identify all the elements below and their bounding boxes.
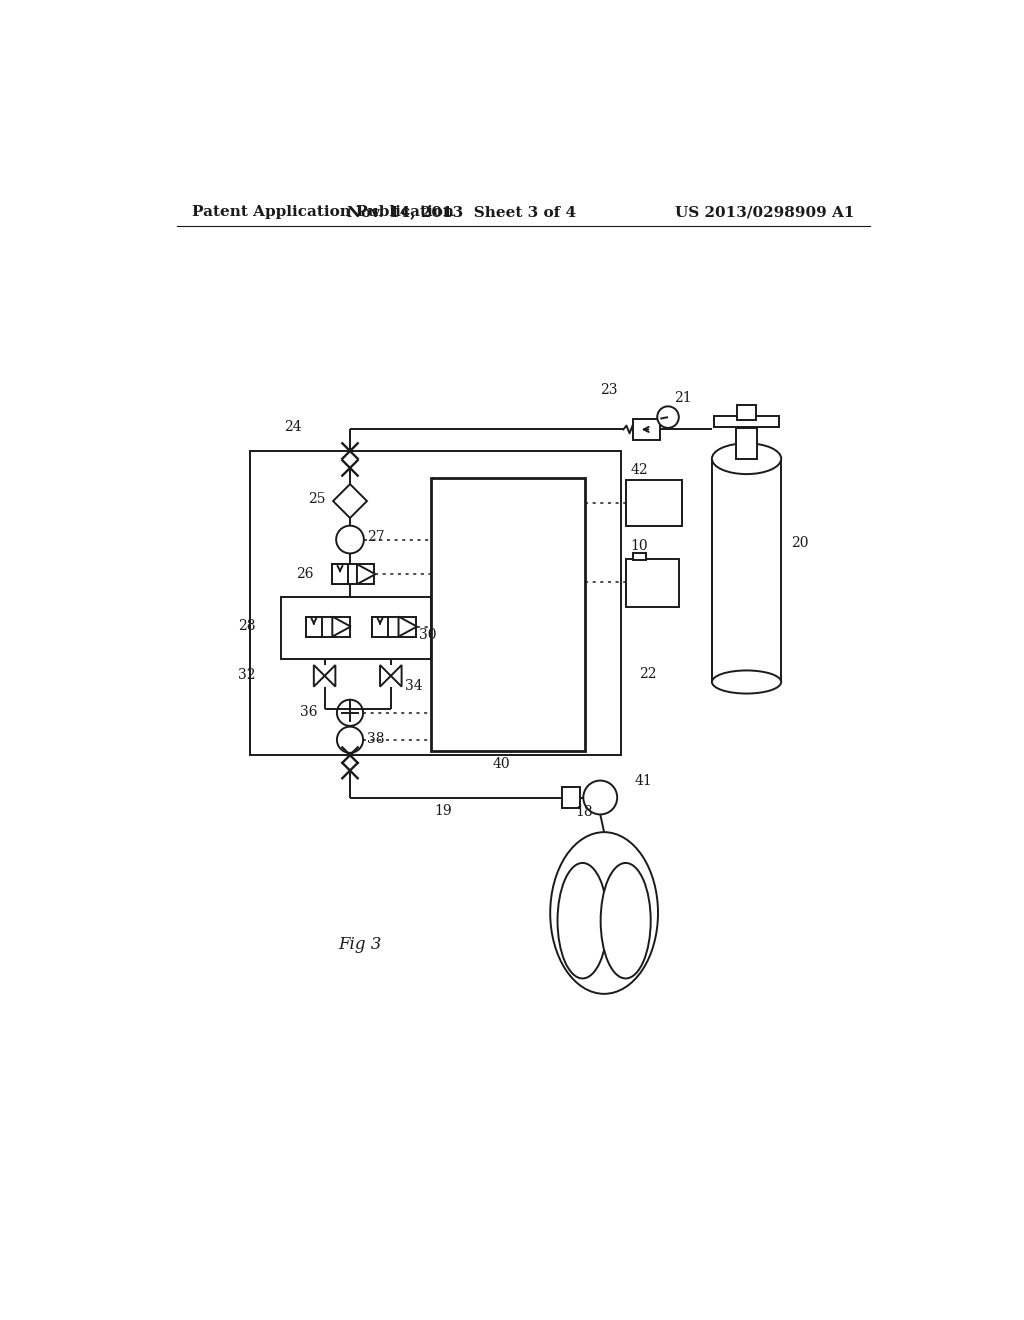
Polygon shape	[325, 665, 336, 686]
Text: 38: 38	[367, 733, 384, 746]
Bar	[712, 459, 781, 682]
Bar	[633, 418, 660, 441]
Bar	[333, 564, 348, 585]
Text: 42: 42	[631, 463, 648, 478]
Text: Fig 3: Fig 3	[339, 936, 382, 953]
Text: 27: 27	[367, 531, 385, 544]
Text: 20: 20	[792, 536, 809, 549]
Bar	[333, 564, 374, 585]
Text: 23: 23	[600, 383, 617, 397]
Circle shape	[584, 780, 617, 814]
Text: 24: 24	[285, 420, 302, 434]
Bar	[737, 405, 756, 420]
Text: 10: 10	[631, 539, 648, 553]
Text: 30: 30	[419, 628, 437, 642]
Polygon shape	[333, 616, 351, 636]
Ellipse shape	[601, 863, 650, 978]
Ellipse shape	[712, 671, 781, 693]
Bar	[250, 451, 621, 755]
Text: 19: 19	[435, 804, 453, 817]
Bar	[627, 558, 679, 607]
Text: 36: 36	[300, 705, 317, 719]
Polygon shape	[333, 484, 367, 517]
Bar	[281, 597, 431, 659]
Text: 41: 41	[635, 775, 652, 788]
Bar	[633, 553, 646, 561]
Text: 21: 21	[674, 391, 692, 405]
Bar	[431, 478, 585, 751]
Text: 26: 26	[296, 566, 313, 581]
Bar	[627, 480, 682, 527]
Polygon shape	[398, 616, 417, 636]
Text: 34: 34	[404, 678, 422, 693]
Text: 25: 25	[307, 492, 326, 506]
Text: Nov. 14, 2013  Sheet 3 of 4: Nov. 14, 2013 Sheet 3 of 4	[347, 206, 577, 219]
Bar	[714, 416, 779, 428]
Bar	[306, 616, 350, 636]
Bar	[373, 616, 416, 636]
Text: Patent Application Publication: Patent Application Publication	[193, 206, 455, 219]
Text: US 2013/0298909 A1: US 2013/0298909 A1	[675, 206, 854, 219]
Polygon shape	[313, 665, 325, 686]
Bar	[736, 428, 758, 459]
Text: 18: 18	[575, 805, 593, 820]
Circle shape	[336, 525, 364, 553]
Ellipse shape	[550, 832, 658, 994]
Polygon shape	[357, 564, 376, 585]
Text: 28: 28	[239, 619, 256, 632]
Bar	[306, 616, 322, 636]
Bar	[562, 787, 581, 808]
Bar	[373, 616, 388, 636]
Polygon shape	[380, 665, 391, 686]
Circle shape	[337, 726, 364, 752]
Circle shape	[337, 700, 364, 726]
Circle shape	[657, 407, 679, 428]
Text: 40: 40	[493, 758, 510, 771]
Text: 22: 22	[639, 667, 656, 681]
Text: 32: 32	[239, 668, 256, 682]
Polygon shape	[391, 665, 401, 686]
Ellipse shape	[712, 444, 781, 474]
Ellipse shape	[557, 863, 607, 978]
